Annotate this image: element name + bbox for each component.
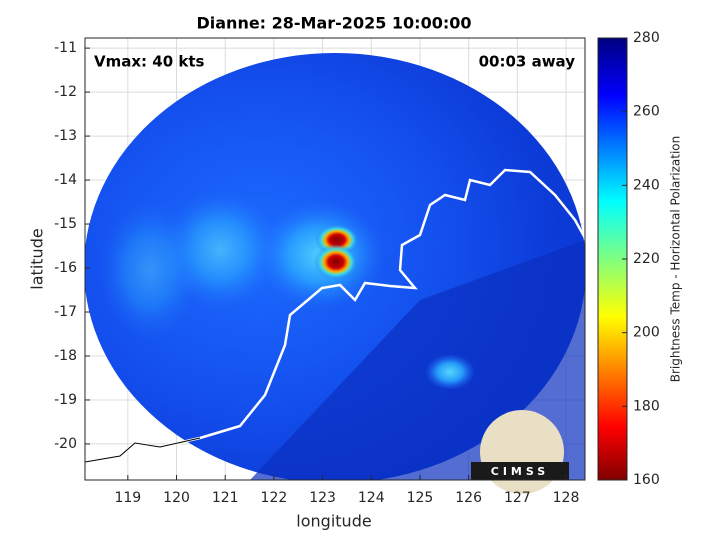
x-tick-label: 123	[309, 490, 336, 506]
logo: CIMSS	[471, 410, 569, 494]
y-tick-label: -19	[54, 392, 77, 408]
x-tick-label: 126	[455, 490, 482, 506]
colorbar-tick-label: 180	[633, 398, 660, 414]
x-tick-label: 128	[553, 490, 580, 506]
x-tick-label: 122	[261, 490, 288, 506]
title: Dianne: 28-Mar-2025 10:00:00	[196, 14, 471, 33]
x-tick-label: 119	[114, 490, 141, 506]
convection	[314, 244, 358, 280]
y-tick-label: -15	[54, 216, 77, 232]
y-axis-label: latitude	[28, 228, 47, 289]
y-tick-label: -17	[54, 304, 77, 320]
colorbar-tick-label: 280	[633, 30, 660, 46]
colorbar-tick-label: 240	[633, 177, 660, 193]
y-tick-label: -20	[54, 436, 77, 452]
x-axis-label: longitude	[296, 512, 371, 531]
cloud	[100, 200, 200, 340]
time-away-label: 00:03 away	[479, 53, 576, 71]
swath	[85, 53, 585, 480]
vmax-label: Vmax: 40 kts	[94, 53, 204, 71]
coastline-outside	[85, 437, 201, 463]
colorbar-tick-label: 260	[633, 104, 660, 120]
x-tick-label: 121	[212, 490, 239, 506]
x-tick-label: 125	[407, 490, 434, 506]
y-tick-label: -12	[54, 84, 77, 100]
y-tick-label: -16	[54, 260, 77, 276]
logo-band	[471, 462, 569, 480]
coastline	[85, 168, 585, 464]
colorbar-label: Brightness Temp - Horizontal Polarizatio…	[669, 136, 683, 383]
logo-disc	[480, 410, 564, 494]
colorbar-tick-label: 200	[633, 325, 660, 341]
y-tick-label: -14	[54, 172, 77, 188]
x-tick-label: 124	[358, 490, 385, 506]
colorbar-tick-label: 160	[633, 472, 660, 488]
x-tick-label: 127	[504, 490, 531, 506]
x-tick-label: 120	[163, 490, 190, 506]
y-tick-label: -11	[54, 40, 77, 56]
cloud	[425, 354, 475, 390]
colorbar-tick-label: 220	[633, 251, 660, 267]
y-tick-label: -13	[54, 128, 77, 144]
logo-text: CIMSS	[491, 465, 549, 478]
y-tick-label: -18	[54, 348, 77, 364]
plot-frame	[84, 37, 586, 481]
